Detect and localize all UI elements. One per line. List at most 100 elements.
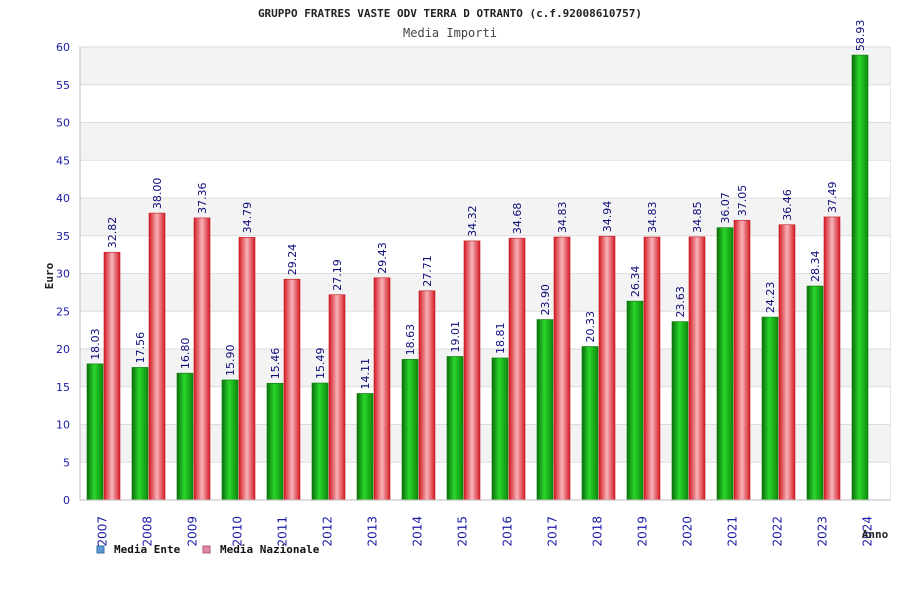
bar-media-nazionale xyxy=(328,294,346,501)
data-label: 34.94 xyxy=(601,201,614,233)
y-axis-label: Euro xyxy=(43,262,56,289)
grid-band xyxy=(80,386,890,425)
bar-media-nazionale xyxy=(148,212,166,501)
legend: Media Ente Media Nazionale xyxy=(96,543,320,556)
data-label: 34.83 xyxy=(646,202,659,234)
bar-media-ente xyxy=(86,363,104,501)
bar-media-nazionale xyxy=(418,290,436,501)
grid-band xyxy=(80,235,890,274)
data-label: 26.34 xyxy=(629,266,642,298)
bar-media-ente xyxy=(131,367,149,501)
bar-media-ente xyxy=(446,356,464,501)
bar-media-nazionale xyxy=(508,237,526,501)
data-label: 19.01 xyxy=(449,321,462,353)
data-labels-group: 18.03 32.82 17.56 38.00 16.80 37.36 15.90 34.79… xyxy=(89,20,867,390)
grid-band xyxy=(80,84,890,123)
data-label: 37.49 xyxy=(826,181,839,213)
y-tick-label: 20 xyxy=(56,343,70,356)
y-tick-label: 25 xyxy=(56,305,70,318)
bar-media-nazionale xyxy=(598,235,616,501)
bar-media-nazionale xyxy=(778,224,796,501)
x-tick-label: 2009 xyxy=(186,516,200,547)
data-label: 34.68 xyxy=(511,203,524,235)
grid-band xyxy=(80,349,890,387)
y-tick-label: 35 xyxy=(56,230,70,243)
data-label: 18.81 xyxy=(494,322,507,354)
grid-band xyxy=(80,198,890,236)
bar-media-nazionale xyxy=(688,236,706,501)
x-tick-label: 2013 xyxy=(366,516,380,547)
data-label: 24.23 xyxy=(764,282,777,314)
data-label: 20.33 xyxy=(584,311,597,343)
data-label: 18.03 xyxy=(89,328,102,360)
data-label: 27.19 xyxy=(331,259,344,291)
grid-band xyxy=(80,160,890,198)
x-tick-label: 2012 xyxy=(321,516,335,547)
legend-swatch-media-ente xyxy=(96,545,105,554)
legend-swatch-media-nazionale xyxy=(202,545,211,554)
data-label: 37.05 xyxy=(736,185,749,217)
x-tick-label: 2017 xyxy=(546,516,560,547)
bar-media-ente xyxy=(221,379,239,501)
data-label: 36.46 xyxy=(781,189,794,221)
x-tick-label: 2011 xyxy=(276,516,290,547)
grid-band xyxy=(80,462,890,500)
y-axis: 0 5 10 15 20 25 30 35 40 45 50 55 60 xyxy=(56,41,81,507)
bar-media-ente xyxy=(806,285,824,501)
bar-media-ente xyxy=(626,300,644,501)
data-label: 38.00 xyxy=(151,178,164,210)
data-label: 34.83 xyxy=(556,202,569,234)
bar-media-nazionale xyxy=(553,236,571,501)
data-label: 28.34 xyxy=(809,251,822,283)
data-label: 23.90 xyxy=(539,284,552,316)
chart-title: GRUPPO FRATRES VASTE ODV TERRA D OTRANTO… xyxy=(258,7,642,20)
bar-media-nazionale xyxy=(733,219,751,501)
legend-label-media-ente: Media Ente xyxy=(114,543,181,556)
x-axis: 2007 2008 2009 2010 2011 2012 2013 2014 2015 2016… xyxy=(80,499,890,547)
data-label: 15.49 xyxy=(314,348,327,380)
x-tick-label: 2014 xyxy=(411,516,425,547)
x-tick-label: 2018 xyxy=(591,516,605,547)
bar-media-nazionale xyxy=(373,277,391,501)
x-tick-label: 2008 xyxy=(141,516,155,547)
data-label: 18.63 xyxy=(404,324,417,356)
y-tick-label: 45 xyxy=(56,154,70,167)
data-label: 34.32 xyxy=(466,205,479,237)
y-tick-label: 40 xyxy=(56,192,70,205)
bar-media-nazionale xyxy=(283,278,301,501)
data-label: 36.07 xyxy=(719,192,732,224)
bar-media-ente xyxy=(671,321,689,501)
grid-band xyxy=(80,122,890,161)
y-tick-label: 50 xyxy=(56,117,70,130)
data-label: 15.46 xyxy=(269,348,282,380)
grid-band xyxy=(80,424,890,463)
data-label: 27.71 xyxy=(421,255,434,287)
bar-media-ente xyxy=(356,393,374,501)
y-tick-label: 60 xyxy=(56,41,70,54)
x-tick-label: 2019 xyxy=(636,516,650,547)
bar-media-nazionale xyxy=(103,251,121,501)
data-label: 17.56 xyxy=(134,332,147,364)
bars-group xyxy=(86,54,869,501)
y-tick-label: 0 xyxy=(63,494,70,507)
bar-media-ente xyxy=(491,357,509,501)
x-tick-label: 2015 xyxy=(456,516,470,547)
bar-media-nazionale xyxy=(463,240,481,501)
y-tick-label: 5 xyxy=(63,456,70,469)
data-label: 32.82 xyxy=(106,217,119,249)
bar-media-ente xyxy=(266,382,284,501)
grid-band xyxy=(80,273,890,312)
plot-background xyxy=(79,46,891,501)
y-tick-label: 55 xyxy=(56,79,70,92)
data-label: 14.11 xyxy=(359,358,372,390)
chart-subtitle: Media Importi xyxy=(403,26,497,40)
bar-media-ente xyxy=(176,372,194,501)
x-tick-label: 2024 xyxy=(861,516,875,547)
bar-media-ente xyxy=(761,316,779,501)
bar-media-nazionale xyxy=(643,236,661,501)
bar-media-ente xyxy=(851,54,869,501)
grid-band xyxy=(80,311,890,349)
bar-media-nazionale xyxy=(238,237,256,501)
data-label: 34.79 xyxy=(241,202,254,234)
